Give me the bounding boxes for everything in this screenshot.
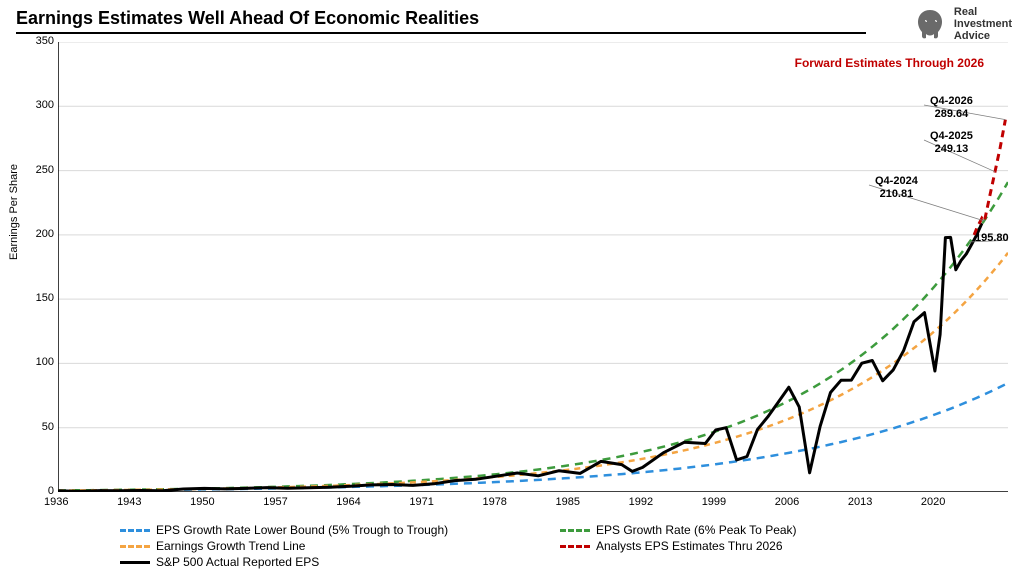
x-tick-label: 1957: [263, 496, 287, 508]
legend-label: Earnings Growth Trend Line: [156, 539, 305, 553]
legend-row: S&P 500 Actual Reported EPS: [120, 555, 970, 569]
y-tick-label: 100: [14, 356, 54, 368]
data-callout: Q4-2024210.81: [875, 175, 918, 201]
x-tick-label: 1936: [44, 496, 68, 508]
legend-row: EPS Growth Rate Lower Bound (5% Trough t…: [120, 523, 970, 537]
brand-logo: Real Investment Advice: [912, 6, 1012, 42]
y-axis-label: Earnings Per Share: [8, 164, 20, 260]
x-tick-label: 1985: [556, 496, 580, 508]
lion-icon: [912, 6, 948, 42]
y-tick-label: 350: [14, 35, 54, 47]
legend-swatch: [120, 529, 150, 532]
data-callout: Q4-2025249.13: [930, 130, 973, 156]
x-tick-label: 2013: [848, 496, 872, 508]
legend-row: Earnings Growth Trend Line Analysts EPS E…: [120, 539, 970, 553]
legend-item: EPS Growth Rate (6% Peak To Peak): [560, 523, 940, 537]
x-tick-label: 1978: [482, 496, 506, 508]
chart-container: Earnings Estimates Well Ahead Of Economi…: [0, 0, 1024, 575]
y-tick-label: 300: [14, 99, 54, 111]
title-underline: [16, 32, 866, 34]
brand-text-line: Investment: [954, 18, 1012, 30]
brand-text-line: Advice: [954, 30, 1012, 42]
legend-swatch: [120, 545, 150, 548]
y-tick-label: 200: [14, 228, 54, 240]
legend-swatch: [560, 545, 590, 548]
y-tick-label: 150: [14, 292, 54, 304]
x-tick-label: 1964: [336, 496, 360, 508]
x-tick-label: 2020: [921, 496, 945, 508]
forward-estimates-label: Forward Estimates Through 2026: [795, 56, 984, 70]
legend-item: EPS Growth Rate Lower Bound (5% Trough t…: [120, 523, 500, 537]
legend-item: S&P 500 Actual Reported EPS: [120, 555, 500, 569]
brand-text: Real Investment Advice: [954, 6, 1012, 42]
x-tick-label: 1943: [117, 496, 141, 508]
legend-label: S&P 500 Actual Reported EPS: [156, 555, 319, 569]
legend-item: Earnings Growth Trend Line: [120, 539, 500, 553]
legend-label: EPS Growth Rate Lower Bound (5% Trough t…: [156, 523, 448, 537]
legend-label: Analysts EPS Estimates Thru 2026: [596, 539, 783, 553]
x-tick-label: 2006: [775, 496, 799, 508]
x-tick-label: 1992: [629, 496, 653, 508]
y-tick-label: 50: [14, 421, 54, 433]
legend-label: EPS Growth Rate (6% Peak To Peak): [596, 523, 797, 537]
chart-legend: EPS Growth Rate Lower Bound (5% Trough t…: [120, 523, 970, 571]
legend-item: Analysts EPS Estimates Thru 2026: [560, 539, 940, 553]
x-tick-label: 1971: [409, 496, 433, 508]
data-callout: 195.80: [975, 232, 1009, 245]
x-tick-label: 1950: [190, 496, 214, 508]
chart-plot: [58, 42, 1008, 492]
legend-swatch: [560, 529, 590, 532]
x-tick-label: 1999: [702, 496, 726, 508]
data-callout: Q4-2026289.64: [930, 95, 973, 121]
legend-swatch: [120, 561, 150, 564]
chart-title: Earnings Estimates Well Ahead Of Economi…: [16, 8, 479, 29]
brand-text-line: Real: [954, 6, 1012, 18]
y-tick-label: 250: [14, 164, 54, 176]
